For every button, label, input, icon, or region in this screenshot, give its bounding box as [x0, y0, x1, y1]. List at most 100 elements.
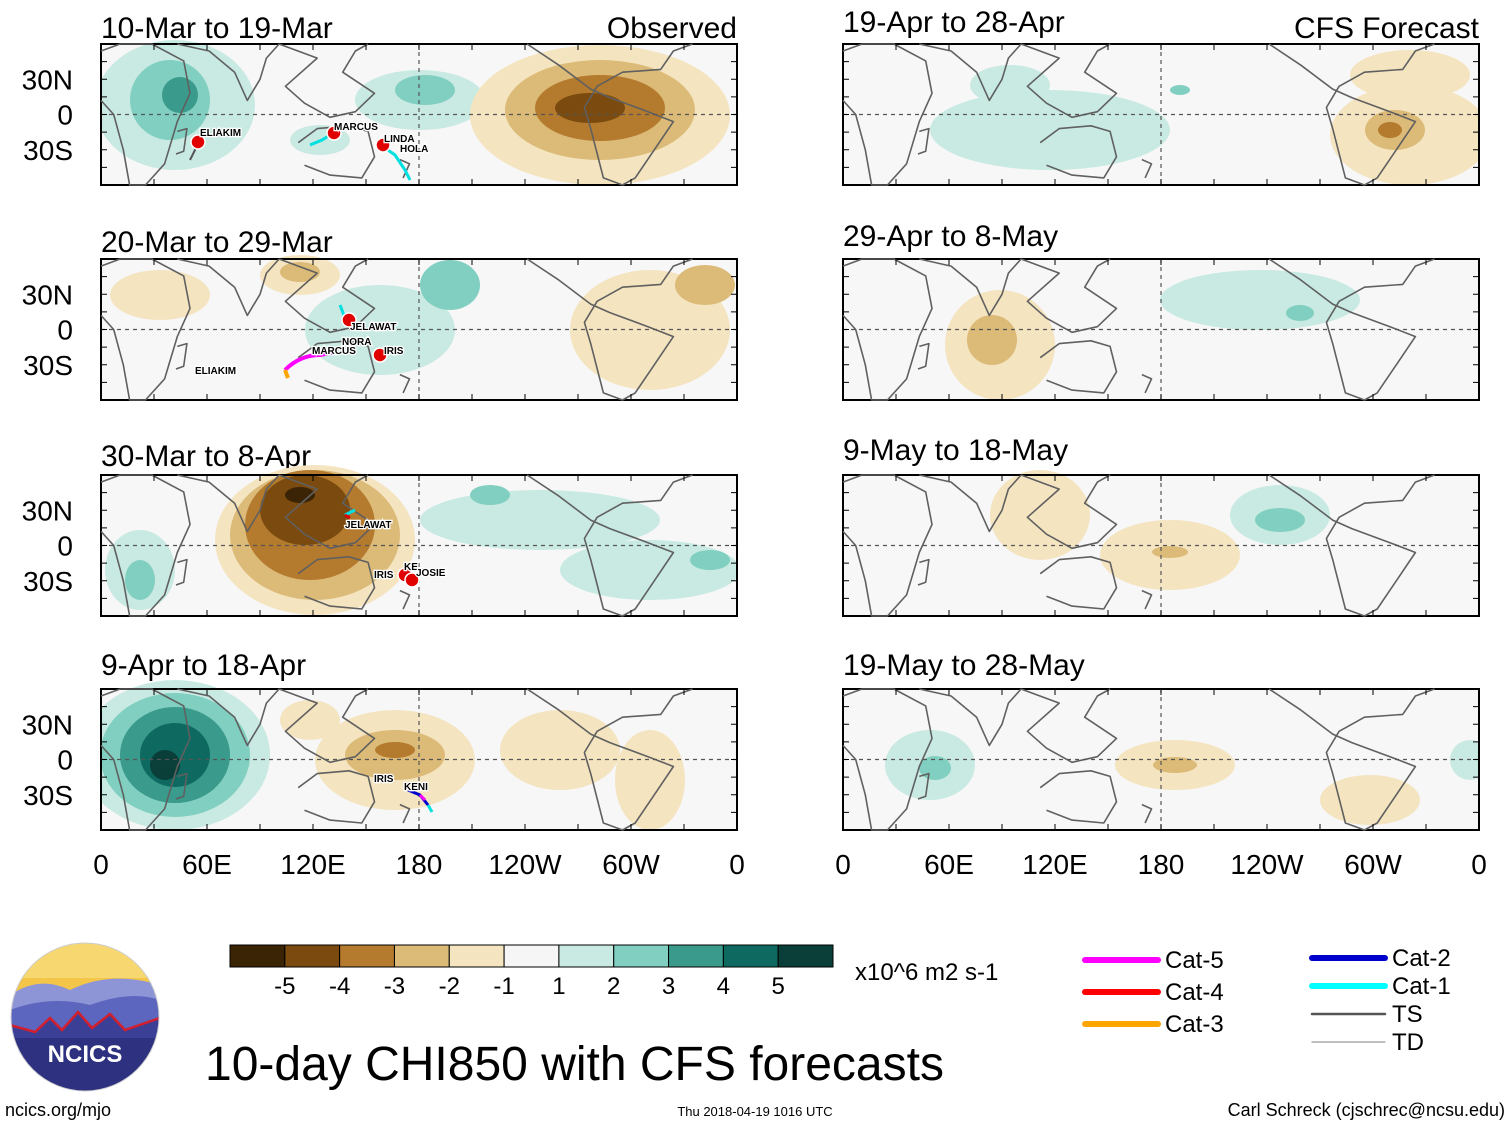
storm-label: MARCUS	[312, 346, 356, 357]
footer-left: ncics.org/mjo	[5, 1100, 111, 1120]
storm-label: JELAWAT	[350, 322, 396, 333]
storm-symbol	[372, 347, 388, 363]
lon-label: 0	[1471, 849, 1487, 880]
logo-text: NCICS	[48, 1041, 123, 1068]
anomaly-shading	[101, 40, 730, 185]
storm-tracks-panel-3: IRIS KENI	[373, 773, 434, 813]
lat-label: 30S	[23, 780, 73, 811]
coastline	[1141, 158, 1153, 179]
coastline	[1141, 803, 1153, 824]
colorbar-swatch	[339, 944, 395, 968]
coastline	[917, 558, 930, 586]
colorbar-tick-label: 5	[772, 973, 785, 1000]
coastline	[100, 258, 191, 401]
colorbar-tick-label: -2	[439, 973, 460, 1000]
anomaly-shading	[945, 270, 1360, 400]
coastline	[917, 127, 930, 155]
lon-label: 60E	[182, 849, 232, 880]
panel-title-2: 30-Mar to 8-Apr	[101, 440, 311, 473]
anomaly-shading	[990, 470, 1330, 590]
lat-label: 30N	[22, 709, 73, 740]
main-title: 10-day CHI850 with CFS forecasts	[205, 1038, 944, 1091]
anomaly-shading	[930, 50, 1479, 185]
legend-label: TD	[1392, 1029, 1424, 1056]
panel-title-3: 9-Apr to 18-Apr	[101, 649, 306, 682]
coastline	[526, 258, 693, 401]
colorbar-tick-label: -5	[274, 973, 295, 1000]
lat-label: 0	[57, 315, 73, 346]
colorbar-swatch	[229, 944, 286, 968]
lon-label: 120E	[1022, 849, 1087, 880]
panel-title-5: 29-Apr to 8-May	[843, 220, 1058, 253]
storm-symbol	[190, 134, 206, 150]
panel-title-1: 20-Mar to 29-Mar	[101, 226, 333, 259]
anomaly-shading	[110, 255, 735, 390]
colorbar-swatch	[613, 944, 670, 968]
coastline	[917, 342, 930, 370]
coastline	[177, 43, 280, 102]
anomaly-shading	[885, 730, 1479, 825]
coastline	[297, 340, 376, 394]
panel-title-4: 19-Apr to 28-Apr	[843, 6, 1065, 39]
map-panel-3: 9-Apr to 18-Apr	[100, 649, 738, 831]
storm-label: JELAWAT	[345, 520, 391, 531]
lon-label: 0	[835, 849, 851, 880]
forecast-label: CFS Forecast	[1294, 12, 1480, 45]
legend-label: Cat-2	[1392, 945, 1451, 972]
lon-label: 180	[1138, 849, 1185, 880]
colorbar-swatch	[448, 944, 505, 968]
lat-label: 30S	[23, 350, 73, 381]
lat-label: 30N	[22, 279, 73, 310]
coastline	[842, 43, 933, 186]
storm-label: ELIAKIM	[195, 366, 236, 377]
lat-label: 0	[57, 100, 73, 131]
map-panel-2: 30-Mar to 8-Apr	[100, 440, 738, 617]
lat-label: 0	[57, 531, 73, 562]
colorbar-swatch	[558, 944, 615, 968]
legend-label: Cat-3	[1165, 1011, 1224, 1038]
coastline	[919, 258, 1022, 317]
axis-labels: 30N 0 30S 30N 0 30S 30N 0 30S 30N 0 30S 0 60E 120E 180 1…	[22, 43, 1487, 880]
lat-label: 30S	[23, 135, 73, 166]
storm-label: JOSIE	[416, 568, 446, 579]
storm-symbol	[326, 125, 342, 141]
coastline	[175, 772, 188, 800]
lon-label: 60W	[1344, 849, 1402, 880]
colorbar-tick-label: 1	[552, 973, 565, 1000]
coastline	[399, 803, 411, 824]
coastline	[1039, 125, 1118, 179]
coastline	[842, 688, 933, 831]
storm-symbol	[341, 312, 357, 328]
coastline	[175, 558, 188, 586]
storm-tracks-panel-1: JELAWAT NORA MARCUS IRIS ELIAKIM	[194, 304, 405, 379]
storm-symbol	[404, 572, 420, 588]
coastline	[1141, 589, 1153, 610]
colorbar-swatch	[284, 944, 341, 968]
coastline	[297, 556, 376, 610]
coastlines	[100, 43, 1435, 831]
colorbar-swatch	[777, 944, 834, 968]
storm-tracks-panel-0: ELIAKIM MARCUS LINDA HOLA	[189, 121, 430, 181]
storm-label: MARCUS	[334, 122, 378, 133]
lat-label: 30N	[22, 64, 73, 95]
storm-label: KENI	[404, 782, 428, 793]
footer-center: Thu 2018-04-19 1016 UTC	[677, 1104, 832, 1119]
coastline	[175, 342, 188, 370]
colorbar: -5 -4 -3 -2 -1 1 2 3 4 5	[229, 944, 834, 1000]
legend-label: Cat-4	[1165, 979, 1224, 1006]
storm-label: IRIS	[374, 570, 394, 581]
coastline	[175, 127, 188, 155]
storm-label: NORA	[342, 337, 371, 348]
coastline	[399, 589, 411, 610]
storm-label: IRIS	[384, 346, 404, 357]
panel-title-0: 10-Mar to 19-Mar	[101, 12, 333, 45]
observed-label: Observed	[607, 12, 737, 45]
lon-label: 0	[729, 849, 745, 880]
coastline	[526, 688, 693, 831]
colorbar-tick-label: 4	[717, 973, 730, 1000]
coastline	[100, 688, 191, 831]
colorbar-swatch	[668, 944, 724, 968]
coastline	[1268, 43, 1435, 186]
